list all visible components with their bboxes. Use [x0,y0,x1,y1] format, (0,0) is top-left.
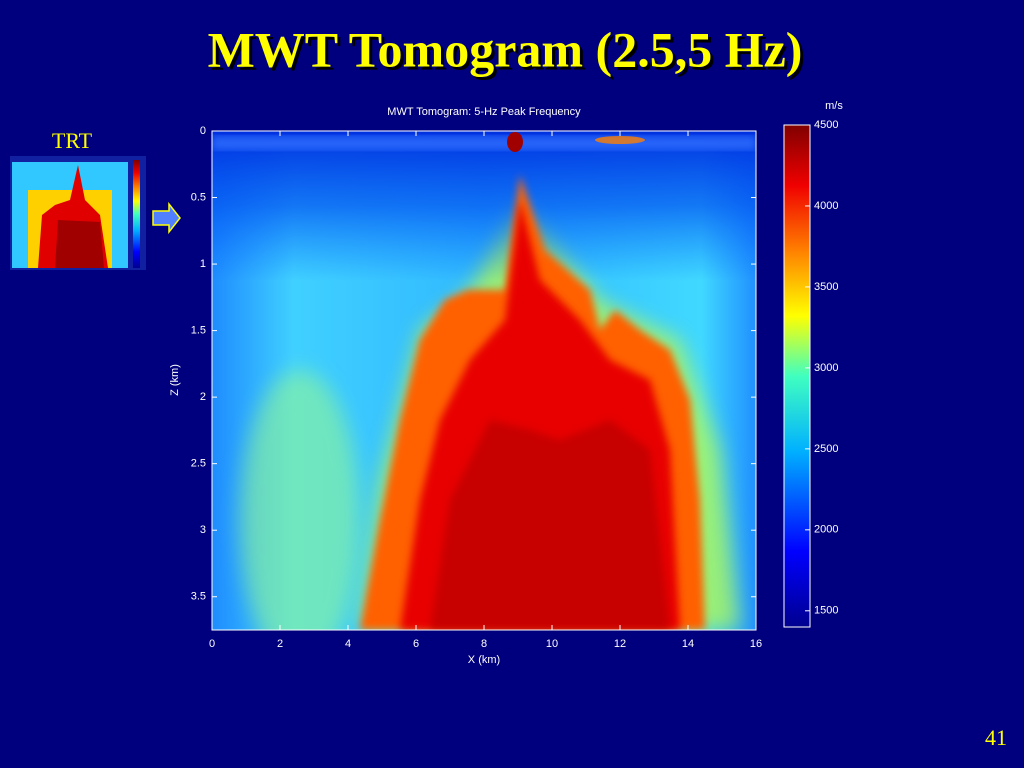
colorbar-tick-label: 2000 [814,524,838,536]
tomogram-image [212,131,756,630]
colorbar-tick-label: 3500 [814,281,838,293]
slide-number: 41 [985,725,1007,750]
y-tick-label: 1 [200,258,206,270]
x-axis-label: X (km) [468,654,500,666]
arrow [152,201,181,235]
x-tick-label: 0 [209,638,215,650]
x-tick-label: 6 [413,638,419,650]
y-tick-label: 1.5 [191,325,206,337]
x-tick-label: 16 [750,638,762,650]
x-tick-label: 14 [682,638,694,650]
y-tick-label: 3.5 [191,591,206,603]
y-tick-label: 0 [200,125,206,137]
y-axis-label: Z (km) [169,364,181,396]
y-tick-label: 2.5 [191,458,206,470]
x-tick-label: 12 [614,638,626,650]
colorbar-tick-label: 4500 [814,119,838,131]
colorbar-label: m/s [825,100,843,112]
y-tick-label: 3 [200,524,206,536]
title-shadow: MWT Tomogram (2.5,5 Hz) [211,24,806,80]
colorbar-tick-label: 2500 [814,443,838,455]
colorbar-tick-label: 1500 [814,605,838,617]
slide-title: MWT Tomogram (2.5,5 Hz) [208,21,803,77]
y-tick-label: 2 [200,391,206,403]
x-tick-label: 4 [345,638,351,650]
colorbar [783,124,811,628]
x-tick-label: 8 [481,638,487,650]
x-tick-label: 10 [546,638,558,650]
colorbar-tick-label: 4000 [814,200,838,212]
colorbar-tick-label: 3000 [814,362,838,374]
inset-thumbnail [10,156,146,270]
x-tick-label: 2 [277,638,283,650]
y-tick-label: 0.5 [191,191,206,203]
inset-label: TRT [52,128,93,153]
plot-title: MWT Tomogram: 5-Hz Peak Frequency [387,106,581,118]
